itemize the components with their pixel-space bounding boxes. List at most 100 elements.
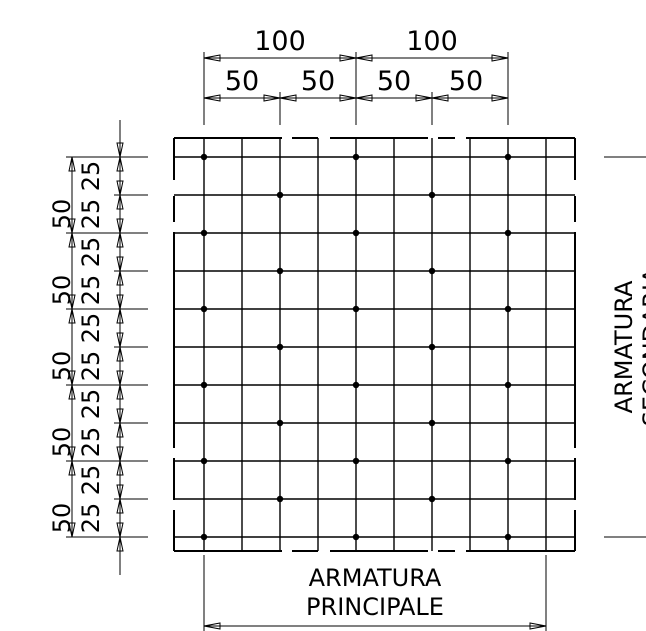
- tie-point: [276, 267, 284, 275]
- mesh-frame: [173, 137, 576, 552]
- arrowhead: [116, 194, 124, 210]
- arrowhead: [68, 232, 76, 248]
- arrowhead: [116, 270, 124, 286]
- arrowhead: [116, 256, 124, 272]
- arrowhead: [339, 94, 357, 102]
- arrowhead: [116, 370, 124, 386]
- left-dimensions: 50 50 50 50 50 25 25 25 25 25 25 25 25 2…: [48, 120, 148, 575]
- top-minor-dim-label: 50: [377, 66, 411, 97]
- tie-point: [200, 153, 208, 161]
- left-minor-dim-label: 25: [77, 199, 105, 230]
- tie-point: [428, 343, 436, 351]
- left-minor-dim-label: 25: [77, 313, 105, 344]
- tie-point: [504, 229, 512, 237]
- caption-secondaria-line1: ARMATURA: [610, 280, 638, 413]
- tie-point: [428, 419, 436, 427]
- tie-point: [352, 229, 360, 237]
- tie-point: [504, 457, 512, 465]
- tie-point: [352, 153, 360, 161]
- arrowhead: [355, 54, 373, 62]
- left-major-dim-label: 50: [48, 275, 76, 306]
- arrowhead: [116, 156, 124, 172]
- top-major-dim-label: 100: [254, 26, 306, 57]
- arrowhead: [116, 218, 124, 234]
- tie-point: [200, 381, 208, 389]
- arrowhead: [68, 218, 76, 234]
- arrowhead: [116, 422, 124, 438]
- arrowhead: [339, 54, 357, 62]
- arrowhead: [116, 346, 124, 362]
- arrowhead: [431, 94, 449, 102]
- mesh-tie-points: [200, 153, 512, 541]
- tie-point: [504, 153, 512, 161]
- left-major-dim-label: 50: [48, 351, 76, 382]
- tie-point: [428, 191, 436, 199]
- tie-point: [428, 267, 436, 275]
- left-major-dim-label: 50: [48, 199, 76, 230]
- tie-point: [504, 305, 512, 313]
- left-major-dim-label: 50: [48, 427, 76, 458]
- tie-point: [428, 495, 436, 503]
- top-dimensions: 100 100 50 50 50 50: [203, 26, 509, 125]
- tie-point: [276, 343, 284, 351]
- arrowhead: [68, 522, 76, 538]
- left-arrowheads: [68, 142, 124, 552]
- left-minor-dim-label: 25: [77, 427, 105, 458]
- arrowhead: [203, 54, 221, 62]
- arrowhead: [491, 54, 509, 62]
- arrowhead: [279, 94, 297, 102]
- arrowhead: [68, 156, 76, 172]
- tie-point: [276, 495, 284, 503]
- tie-point: [504, 381, 512, 389]
- top-minor-dim-label: 50: [225, 66, 259, 97]
- arrowhead: [116, 498, 124, 514]
- left-minor-dim-label: 25: [77, 503, 105, 534]
- tie-point: [200, 229, 208, 237]
- arrowhead: [203, 94, 221, 102]
- left-minor-dim-label: 25: [77, 275, 105, 306]
- arrowhead: [68, 460, 76, 476]
- arrowhead: [491, 94, 509, 102]
- left-minor-dim-label: 25: [77, 465, 105, 496]
- arrowhead: [116, 332, 124, 348]
- caption-principale-line2: PRINCIPALE: [306, 593, 444, 621]
- top-major-dim-label: 100: [406, 26, 458, 57]
- arrowhead: [203, 622, 221, 630]
- tie-point: [200, 457, 208, 465]
- tie-point: [276, 191, 284, 199]
- tie-point: [352, 457, 360, 465]
- right-extension: ARMATURA SECONDARIA: [604, 156, 646, 538]
- tie-point: [352, 305, 360, 313]
- arrowhead: [68, 308, 76, 324]
- bottom-caption: ARMATURA PRINCIPALE: [203, 555, 547, 631]
- arrowhead: [68, 294, 76, 310]
- tie-point: [504, 533, 512, 541]
- arrowhead: [116, 294, 124, 310]
- left-minor-dim-label: 25: [77, 389, 105, 420]
- tie-point: [276, 419, 284, 427]
- left-minor-dim-label: 25: [77, 161, 105, 192]
- arrowhead: [68, 384, 76, 400]
- arrowhead: [68, 370, 76, 386]
- arrowhead: [355, 94, 373, 102]
- arrowhead: [68, 446, 76, 462]
- mesh: [173, 137, 576, 552]
- top-minor-dim-label: 50: [449, 66, 483, 97]
- arrowhead: [116, 180, 124, 196]
- arrowhead: [116, 484, 124, 500]
- arrowhead: [116, 308, 124, 324]
- arrowhead: [529, 622, 547, 630]
- arrowhead: [116, 232, 124, 248]
- arrowhead: [116, 384, 124, 400]
- tie-point: [200, 533, 208, 541]
- mesh-vertical-bars: [203, 138, 547, 551]
- caption-secondaria-line2: SECONDARIA: [638, 267, 646, 426]
- left-minor-dim-label: 25: [77, 237, 105, 268]
- tie-point: [352, 533, 360, 541]
- arrowhead: [116, 142, 124, 158]
- left-major-dim-label: 50: [48, 503, 76, 534]
- caption-principale-line1: ARMATURA: [309, 564, 442, 592]
- arrowhead: [116, 536, 124, 552]
- top-minor-dim-label: 50: [301, 66, 335, 97]
